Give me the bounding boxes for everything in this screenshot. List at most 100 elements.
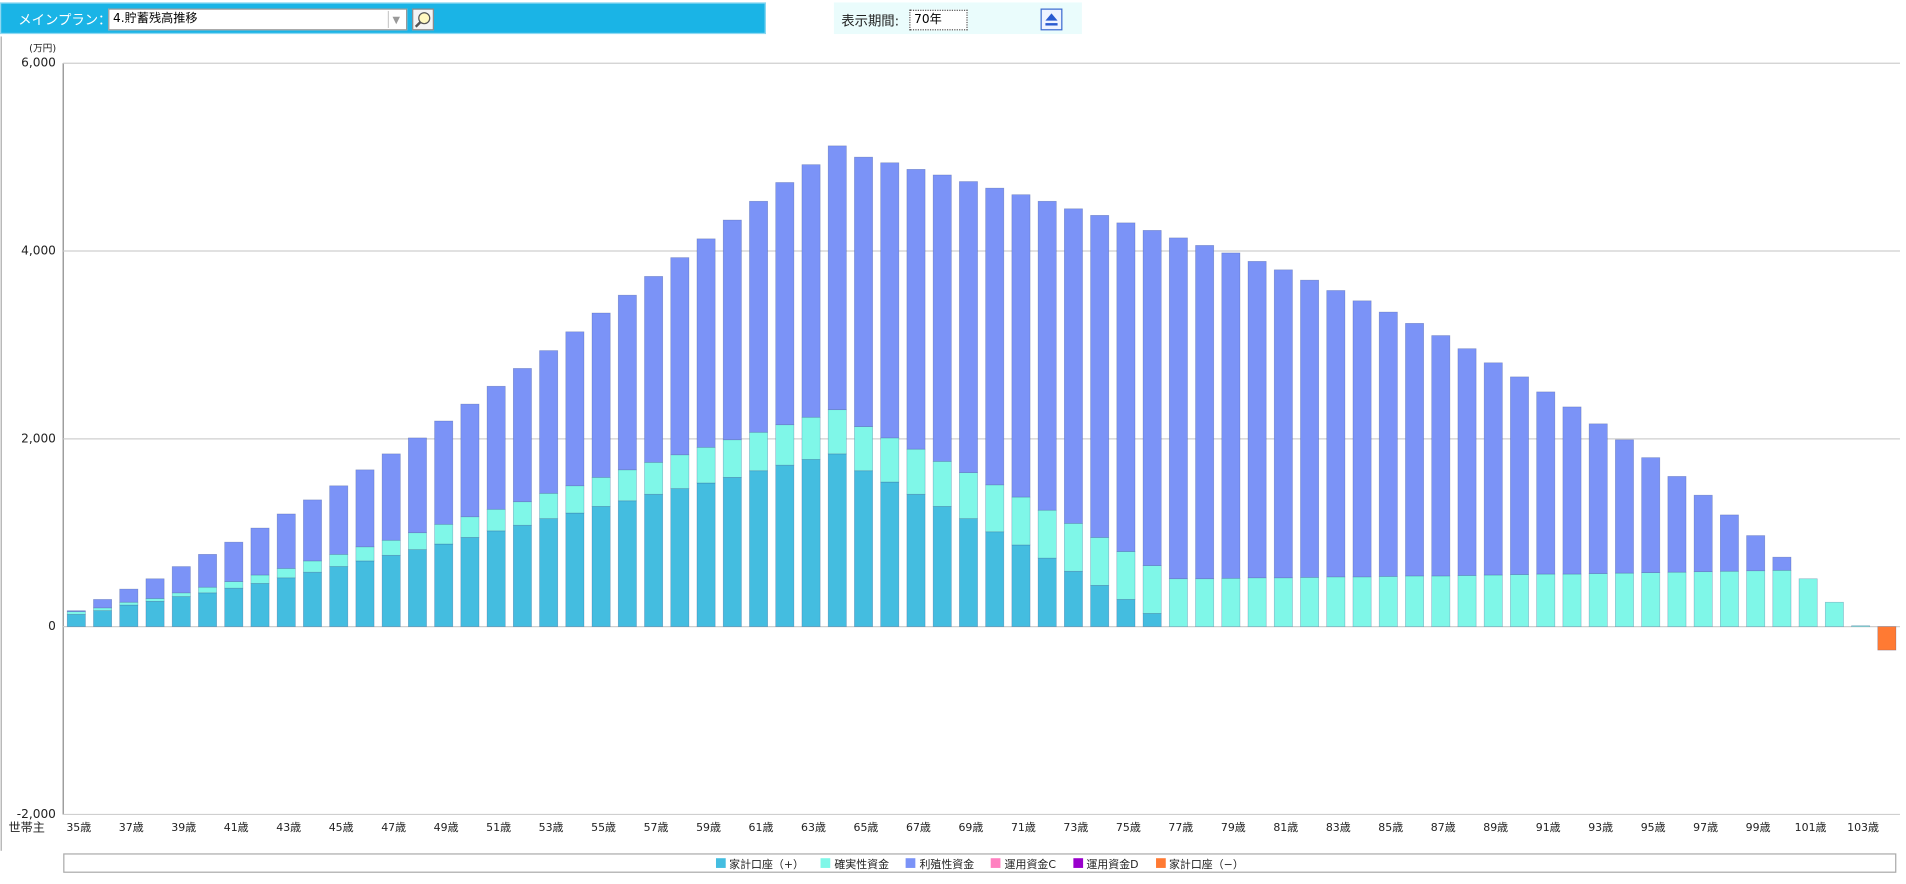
bar-segment bbox=[644, 462, 664, 495]
x-tick-label: 97歳 bbox=[1693, 821, 1718, 834]
bar-segment bbox=[1457, 348, 1477, 576]
bar-segment bbox=[1720, 514, 1739, 572]
x-tick-label: 41歳 bbox=[224, 821, 249, 834]
bar-segment bbox=[1746, 535, 1766, 572]
bar-segment bbox=[1142, 230, 1162, 566]
bar-segment bbox=[1064, 523, 1083, 572]
bar-segment bbox=[1195, 578, 1215, 627]
x-tick-label: 57歳 bbox=[644, 821, 669, 834]
x-tick-label: 59歳 bbox=[696, 821, 721, 834]
bar-segment bbox=[512, 368, 532, 503]
bar-segment bbox=[119, 601, 139, 606]
bar-segment bbox=[959, 472, 978, 519]
y-tick-label: 4,000 bbox=[21, 244, 56, 258]
bar-segment bbox=[93, 607, 112, 611]
bar-segment bbox=[171, 566, 191, 594]
bar-segment bbox=[1300, 279, 1320, 578]
bar-segment bbox=[985, 187, 1005, 486]
bar-segment bbox=[171, 596, 191, 627]
bar-segment bbox=[276, 577, 296, 627]
bar-segment bbox=[276, 568, 296, 579]
bar-segment bbox=[198, 586, 217, 594]
bar-segment bbox=[565, 485, 585, 514]
x-tick-label: 37歳 bbox=[119, 821, 144, 834]
y-tick-label: 0 bbox=[48, 619, 56, 633]
x-tick-label: 89歳 bbox=[1483, 821, 1508, 834]
x-tick-label: 93歳 bbox=[1588, 821, 1613, 834]
x-tick-label: 69歳 bbox=[958, 821, 983, 834]
bar-segment bbox=[1273, 577, 1293, 627]
bar-segment bbox=[250, 583, 270, 627]
bar-segment bbox=[906, 493, 926, 627]
bar-segment bbox=[749, 431, 768, 472]
bar-segment bbox=[1011, 194, 1031, 498]
legend-swatch bbox=[820, 858, 831, 868]
bar-segment bbox=[171, 592, 191, 597]
bar-segment bbox=[1221, 252, 1241, 579]
bar-segment bbox=[303, 499, 322, 562]
bar-segment bbox=[696, 446, 716, 484]
bar-segment bbox=[224, 587, 244, 627]
bar-segment bbox=[827, 409, 847, 455]
bar-segment bbox=[854, 156, 873, 427]
search-button[interactable] bbox=[412, 8, 434, 31]
bar-segment bbox=[1247, 577, 1267, 627]
legend-item: 運用資金D bbox=[1072, 855, 1139, 871]
chart: (万円) 世帯主 -2,000 0 2,000 4,000 6,000 35歳 37歳 39歳… bbox=[0, 36, 1900, 851]
bar-segment bbox=[1510, 574, 1529, 627]
period-label: 表示期間: bbox=[841, 13, 900, 30]
y-unit: (万円) bbox=[29, 44, 56, 55]
x-tick-label: 39歳 bbox=[171, 821, 196, 834]
legend-label: 確実性資金 bbox=[834, 858, 890, 871]
collapse-button[interactable] bbox=[1040, 8, 1063, 31]
bar-segment bbox=[303, 571, 322, 627]
plan-select[interactable]: 4.貯蓄残高推移 ▼ bbox=[108, 8, 408, 31]
bar-segment bbox=[1326, 576, 1346, 627]
x-tick-label: 81歳 bbox=[1273, 821, 1298, 834]
x-tick-label: 47歳 bbox=[381, 821, 406, 834]
bar-segment bbox=[434, 523, 454, 545]
bar-segment bbox=[801, 459, 821, 627]
bar-segment bbox=[355, 560, 375, 627]
legend-item: 確実性資金 bbox=[820, 855, 890, 871]
bar-segment bbox=[250, 574, 270, 584]
bar-segment bbox=[591, 312, 611, 478]
bar-segment bbox=[565, 512, 585, 627]
bar-segment bbox=[1142, 613, 1162, 627]
legend-swatch bbox=[1155, 858, 1166, 868]
bar-segment bbox=[408, 549, 427, 627]
plan-value: 4.貯蓄残高推移 bbox=[113, 12, 198, 26]
bar-segment bbox=[1588, 423, 1608, 574]
bar-segment bbox=[1195, 245, 1215, 580]
bar-segment bbox=[880, 437, 900, 483]
bar-segment bbox=[959, 518, 978, 627]
bar-segment bbox=[1011, 544, 1031, 627]
bar-segment bbox=[1536, 391, 1556, 575]
bar-segment bbox=[1431, 335, 1451, 577]
legend-label: 利殖性資金 bbox=[919, 858, 975, 871]
bar-segment bbox=[119, 588, 139, 603]
bar-segment bbox=[1300, 577, 1320, 627]
bar-segment bbox=[644, 276, 664, 463]
bar-segment bbox=[1693, 494, 1713, 573]
bar-segment bbox=[670, 454, 690, 489]
legend-label: 家計口座（+） bbox=[729, 858, 804, 871]
eject-icon bbox=[1045, 13, 1058, 26]
bar-segment bbox=[66, 614, 86, 627]
bar-segment bbox=[1116, 599, 1136, 627]
bar-segment bbox=[66, 611, 86, 615]
bar-segment bbox=[1483, 362, 1503, 576]
bar-segment bbox=[355, 469, 375, 548]
period-select[interactable]: 70年 bbox=[909, 9, 968, 31]
x-tick-label: 67歳 bbox=[906, 821, 931, 834]
bar-segment bbox=[1510, 376, 1529, 575]
bar-segment bbox=[145, 578, 165, 599]
bar-segment bbox=[1851, 625, 1871, 627]
bar-segment bbox=[775, 424, 795, 466]
bar-segment bbox=[959, 181, 978, 473]
bar-segment bbox=[749, 470, 768, 627]
bar-segment bbox=[854, 426, 873, 472]
bar-segment bbox=[1247, 261, 1267, 579]
bar-segment bbox=[1168, 578, 1188, 627]
bar-segment bbox=[617, 469, 637, 502]
